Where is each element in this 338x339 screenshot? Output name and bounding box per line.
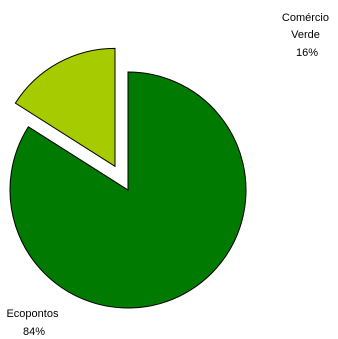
slice-label-comercio-name-line2: Verde <box>291 29 320 41</box>
slice-label-comercio-name-line1: Comércio <box>282 12 329 24</box>
slice-label-ecopontos-name: Ecopontos <box>6 308 58 320</box>
slice-label-ecopontos-value: 84% <box>23 326 45 338</box>
pie-slice-ecopontos <box>9 71 247 309</box>
slice-label-comercio-verde: Comércio Verde 16% <box>282 12 332 59</box>
pie-slices <box>9 47 247 309</box>
slice-label-comercio-value: 16% <box>296 47 318 59</box>
pie-slice-comercio-verde <box>14 47 116 168</box>
slice-label-ecopontos: Ecopontos 84% <box>6 308 61 338</box>
